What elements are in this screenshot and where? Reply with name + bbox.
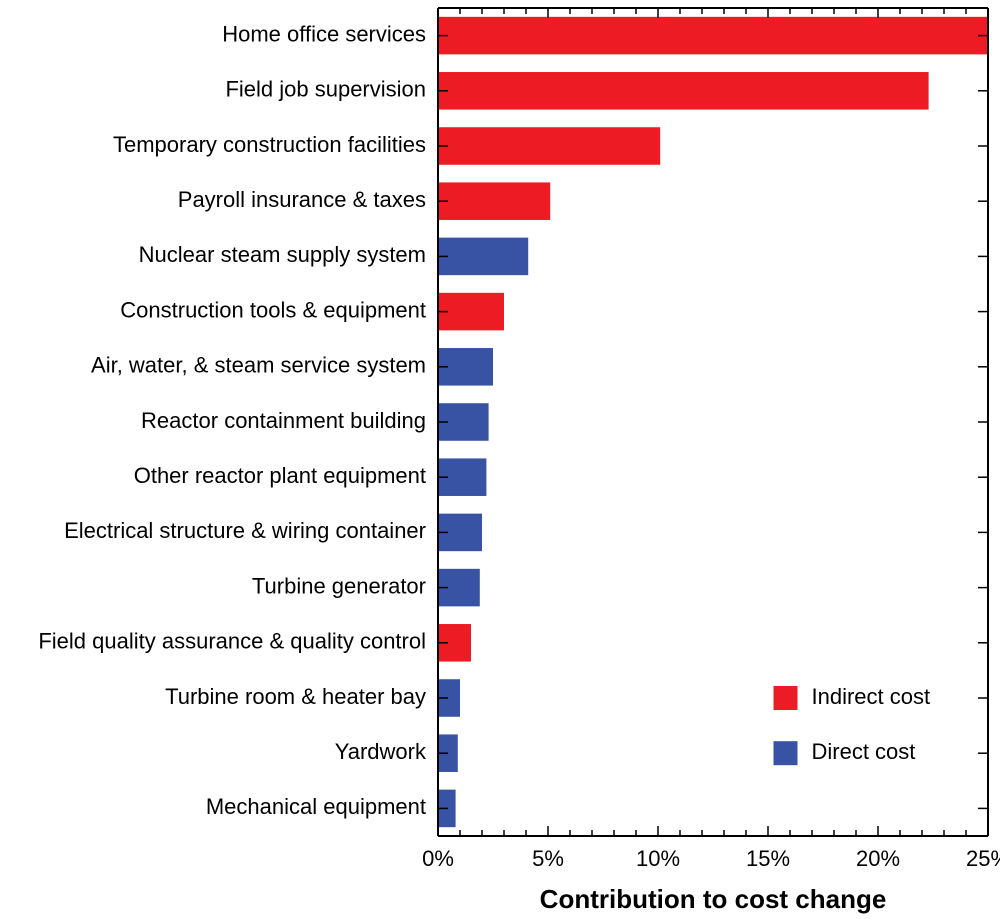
legend-swatch xyxy=(774,741,798,765)
category-label: Turbine room & heater bay xyxy=(165,684,426,709)
chart-svg: 0% 5% 10% 15% 20% 25% Home office services Fiel… xyxy=(0,0,1000,919)
category-label: Mechanical equipment xyxy=(206,794,426,819)
x-tick-label: 15% xyxy=(746,846,790,871)
x-tick-label: 0% xyxy=(422,846,454,871)
category-label: Electrical structure & wiring container xyxy=(64,518,426,543)
category-label: Yardwork xyxy=(335,739,427,764)
category-label: Field job supervision xyxy=(225,77,426,102)
category-label: Payroll insurance & taxes xyxy=(178,187,426,212)
bar xyxy=(438,182,550,220)
x-tick-label: 20% xyxy=(856,846,900,871)
bar xyxy=(438,17,988,55)
x-tick-label: 5% xyxy=(532,846,564,871)
legend-label: Direct cost xyxy=(812,739,916,764)
category-label: Air, water, & steam service system xyxy=(91,353,426,378)
x-axis-label: Contribution to cost change xyxy=(540,884,887,914)
bar xyxy=(438,127,660,165)
category-label: Construction tools & equipment xyxy=(120,297,426,322)
cost-contribution-chart: 0% 5% 10% 15% 20% 25% Home office services Fiel… xyxy=(0,0,1000,919)
bar xyxy=(438,238,528,276)
category-label: Home office services xyxy=(222,21,426,46)
category-label: Turbine generator xyxy=(252,573,426,598)
category-label: Other reactor plant equipment xyxy=(134,463,426,488)
legend-swatch xyxy=(774,686,798,710)
legend-label: Indirect cost xyxy=(812,684,931,709)
x-tick-label: 25% xyxy=(966,846,1000,871)
bar xyxy=(438,72,929,110)
category-label: Field quality assurance & quality contro… xyxy=(38,629,426,654)
category-label: Temporary construction facilities xyxy=(113,132,426,157)
x-tick-label: 10% xyxy=(636,846,680,871)
category-label: Nuclear steam supply system xyxy=(139,242,426,267)
category-label: Reactor containment building xyxy=(141,408,426,433)
